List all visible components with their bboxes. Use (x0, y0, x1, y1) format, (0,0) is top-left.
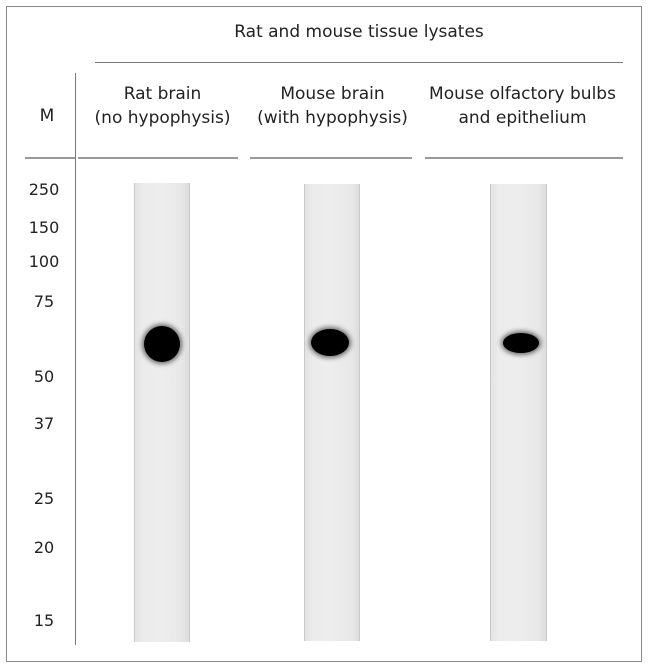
marker-divider-line (75, 73, 76, 645)
lane-2-header-rule (250, 157, 412, 159)
marker-label: 25 (33, 489, 55, 508)
lane-1-label-line2: (no hypophysis) (94, 108, 231, 128)
lane-3-label: Mouse olfactory bulbs and epithelium (420, 82, 625, 130)
figure-title: Rat and mouse tissue lysates (234, 22, 484, 42)
lane-2-label: Mouse brain (with hypophysis) (250, 82, 415, 130)
lane-3-header-rule (425, 157, 623, 159)
lane-2-label-line1: Mouse brain (280, 84, 385, 104)
marker-label: 150 (28, 218, 60, 237)
marker-column-label: M (39, 106, 55, 126)
lane-1-strip (134, 183, 190, 642)
marker-label: 15 (33, 611, 55, 630)
marker-label: 20 (33, 538, 55, 557)
marker-label: 50 (33, 367, 55, 386)
lane-3-band (503, 333, 539, 353)
title-underline (95, 62, 623, 63)
lane-3-label-line2: and epithelium (458, 108, 587, 128)
lane-1-band (144, 326, 180, 362)
lane-2-label-line2: (with hypophysis) (257, 108, 408, 128)
marker-label: 250 (28, 180, 60, 199)
lane-2-band (311, 329, 349, 356)
lane-2-strip (304, 184, 360, 641)
marker-label: 75 (33, 292, 55, 311)
lane-1-header-rule (78, 157, 238, 159)
lane-1-label-line1: Rat brain (123, 84, 202, 104)
lane-3-label-line1: Mouse olfactory bulbs (429, 84, 616, 104)
lane-1-label: Rat brain (no hypophysis) (85, 82, 240, 130)
lane-3-strip (490, 184, 547, 641)
marker-header-rule (25, 157, 75, 159)
marker-label: 37 (33, 414, 55, 433)
marker-label: 100 (28, 252, 60, 271)
